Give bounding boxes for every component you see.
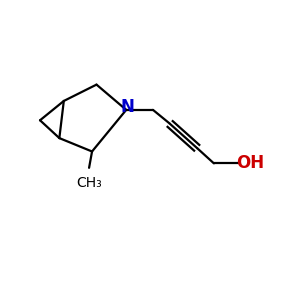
Text: N: N: [120, 98, 134, 116]
Text: CH₃: CH₃: [76, 176, 102, 190]
Text: OH: OH: [236, 154, 265, 172]
